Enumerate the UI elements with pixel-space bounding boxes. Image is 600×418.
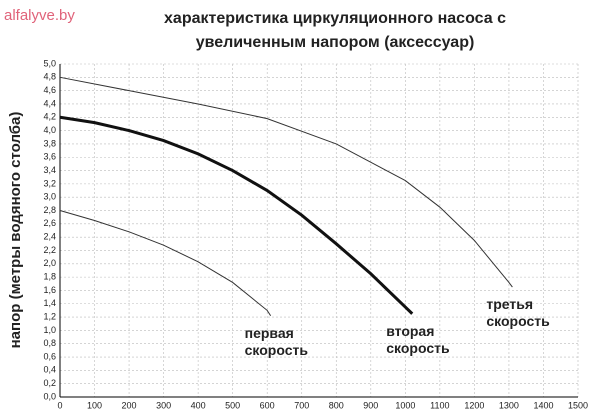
y-tick-label: 2,4 (43, 232, 56, 242)
chart-title: характеристика циркуляционного насоса с (164, 10, 506, 27)
x-tick-label: 600 (260, 400, 275, 410)
y-tick-label: 4,0 (43, 125, 56, 135)
x-tick-label: 100 (87, 400, 102, 410)
y-tick-label: 5,0 (43, 58, 56, 68)
x-tick-label: 400 (191, 400, 206, 410)
y-tick-label: 2,8 (43, 205, 56, 215)
y-tick-label: 4,8 (43, 72, 56, 82)
y-tick-label: 1,0 (43, 325, 56, 335)
curve (59, 210, 272, 317)
x-tick-label: 1000 (395, 400, 415, 410)
y-tick-label: 2,2 (43, 245, 56, 255)
x-tick-label: 1500 (568, 400, 588, 410)
x-tick-label: 200 (122, 400, 137, 410)
y-tick-label: 3,2 (43, 178, 56, 188)
x-tick-label: 700 (294, 400, 309, 410)
y-tick-label: 3,8 (43, 138, 56, 148)
x-tick-label: 0 (57, 400, 62, 410)
y-tick-label: 3,6 (43, 152, 56, 162)
series-label: первая скорость (244, 324, 308, 358)
y-tick-label: 2,6 (43, 218, 56, 228)
x-tick-label: 900 (363, 400, 378, 410)
x-tick-label: 500 (225, 400, 240, 410)
y-tick-label: 1,2 (43, 311, 56, 321)
y-tick-label: 4,2 (43, 112, 56, 122)
y-tick-label: 4,4 (43, 98, 56, 108)
y-tick-label: 3,4 (43, 165, 56, 175)
y-tick-label: 0,6 (43, 351, 56, 361)
y-tick-label: 3,0 (43, 192, 56, 202)
x-tick-label: 800 (329, 400, 344, 410)
y-tick-label: 2,0 (43, 258, 56, 268)
chart-title: увеличенным напором (аксессуар) (196, 34, 475, 51)
y-tick-label: 1,6 (43, 285, 56, 295)
y-tick-label: 0,8 (43, 338, 56, 348)
series-label: вторая скорость (386, 322, 450, 356)
y-tick-label: 1,4 (43, 298, 56, 308)
x-tick-label: 1400 (533, 400, 553, 410)
y-tick-label: 0,4 (43, 365, 56, 375)
y-tick-label: 0,0 (43, 391, 56, 401)
series-label: третья скорость (486, 296, 550, 330)
x-tick-label: 1200 (464, 400, 484, 410)
x-tick-label: 300 (156, 400, 171, 410)
y-tick-label: 1,8 (43, 271, 56, 281)
curve (59, 115, 414, 315)
x-tick-label: 1300 (499, 400, 519, 410)
y-tick-label: 0,2 (43, 378, 56, 388)
curve (59, 76, 513, 288)
y-tick-label: 4,6 (43, 85, 56, 95)
x-tick-label: 1100 (430, 400, 449, 410)
watermark: alfalyve.by (4, 7, 75, 24)
y-axis-label: напор (метры водяного столба) (7, 112, 24, 349)
